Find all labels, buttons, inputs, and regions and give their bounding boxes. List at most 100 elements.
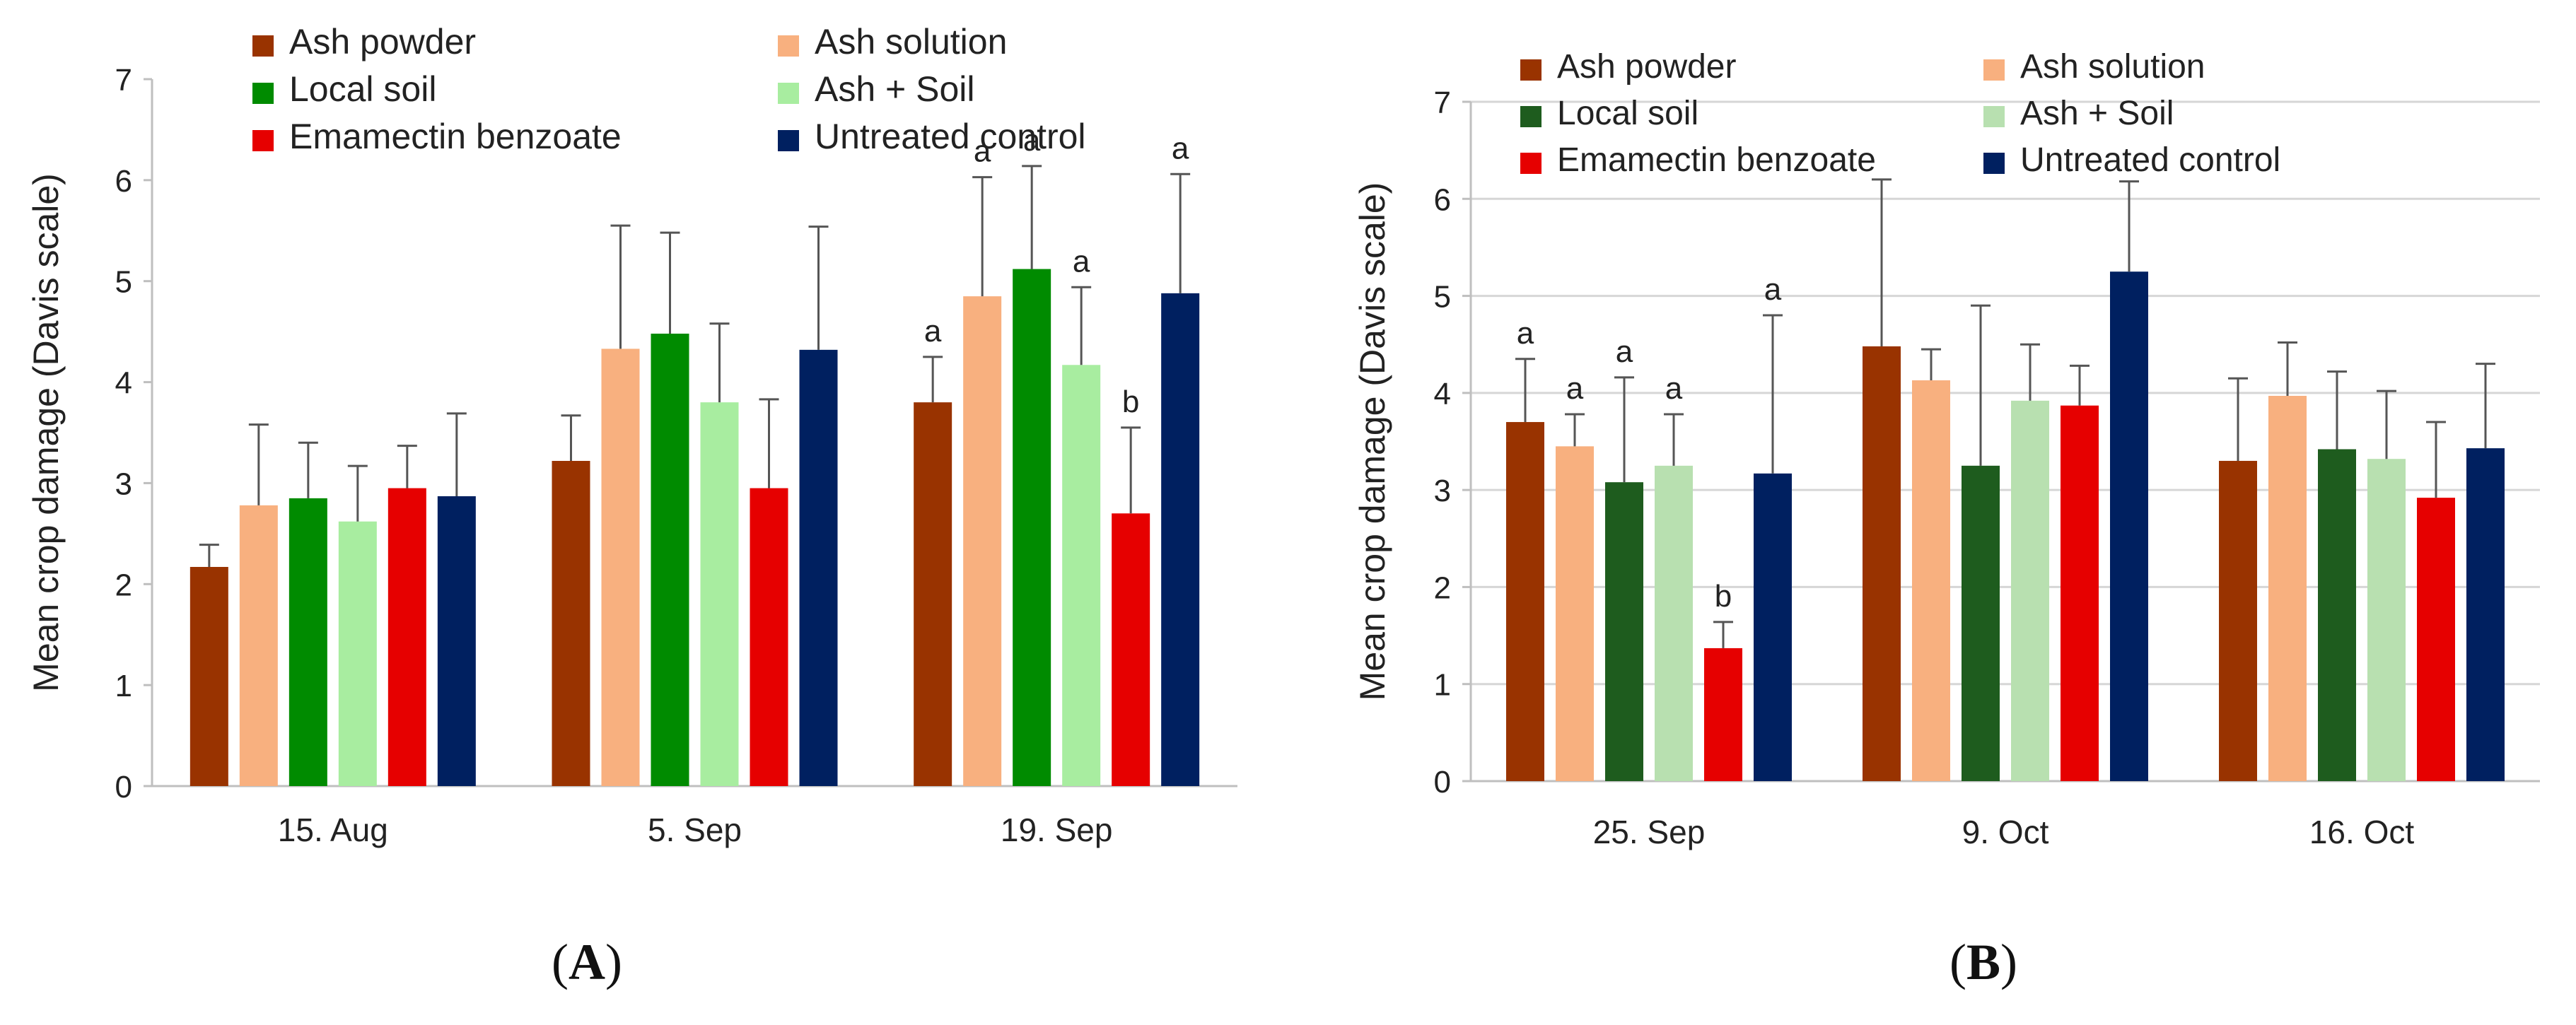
significance-letter: a: [1566, 371, 1584, 406]
bar: [2466, 448, 2505, 781]
bar: [1863, 346, 1901, 782]
y-tick-label: 0: [1434, 765, 1451, 800]
bar: [1962, 465, 2000, 781]
y-tick-label: 2: [115, 568, 132, 602]
legend-swatch: [1983, 59, 2005, 81]
bar: [963, 296, 1002, 787]
legend-swatch: [1983, 106, 2005, 127]
y-tick-label: 7: [115, 63, 132, 98]
y-tick-label: 5: [115, 265, 132, 300]
bar: [1754, 473, 1792, 781]
significance-letter: a: [974, 134, 991, 169]
y-tick-label: 4: [1434, 377, 1451, 411]
y-tick-label: 5: [1434, 280, 1451, 315]
bar: [239, 505, 278, 786]
legend-label: Emamectin benzoate: [289, 117, 622, 156]
y-tick-label: 6: [1434, 182, 1451, 217]
bar: [1112, 513, 1150, 786]
x-category-label: 15. Aug: [278, 812, 388, 848]
bar: [1655, 465, 1693, 781]
legend-label: Ash + Soil: [815, 69, 975, 109]
legend-swatch: [1520, 106, 1541, 127]
chart-panel-a: 0 1 2 3 4 5 6 7 Mean crop damage (Davis scale) 15…: [0, 0, 1273, 1025]
bar: [2061, 405, 2099, 781]
significance-letter: a: [1172, 131, 1189, 165]
bar: [1506, 422, 1544, 781]
significance-letter: a: [1665, 371, 1683, 406]
significance-letter: a: [924, 314, 942, 348]
bar: [2417, 498, 2455, 781]
y-tick-label: 3: [115, 467, 132, 501]
legend-label: Local soil: [1557, 95, 1698, 132]
bar: [2268, 395, 2307, 781]
legend-label: Ash powder: [1557, 48, 1736, 86]
y-tick-label: 1: [1434, 668, 1451, 703]
bar: [1013, 269, 1051, 787]
legend-label: Ash solution: [2020, 48, 2205, 86]
bar: [1704, 648, 1742, 781]
legend-swatch: [252, 83, 274, 104]
chart-panel-b: 0 1 2 3 4 5 6 7 Mean crop damage (Davis scale) a a…: [1273, 0, 2576, 1025]
legend-label: Ash + Soil: [2020, 95, 2174, 132]
legend-label: Ash powder: [289, 22, 476, 62]
y-tick-label: 3: [1434, 474, 1451, 508]
x-category-label: 9. Oct: [1962, 814, 2049, 850]
bar: [1605, 482, 1643, 781]
bar: [601, 348, 640, 786]
legend-swatch: [778, 83, 799, 104]
bar: [914, 402, 952, 786]
legend-swatch: [252, 130, 274, 151]
y-tick-label: 1: [115, 669, 132, 703]
y-tick-label: 0: [115, 770, 132, 804]
panel-label-a: (A): [552, 934, 622, 990]
x-category-label: 5. Sep: [648, 812, 742, 848]
x-category-label: 16. Oct: [2309, 814, 2415, 850]
y-tick-label: 4: [115, 366, 132, 401]
significance-letter: a: [1517, 316, 1534, 351]
x-category-label: 19. Sep: [1001, 812, 1113, 848]
significance-letter: a: [1073, 244, 1090, 279]
legend-label: Untreated control: [2020, 141, 2280, 179]
legend-label: Emamectin benzoate: [1557, 141, 1876, 179]
bar: [1062, 365, 1101, 786]
bar: [651, 334, 689, 786]
bar: [1556, 446, 1594, 781]
bar: [2110, 271, 2148, 781]
bar: [2011, 400, 2049, 781]
bar: [799, 349, 838, 786]
legend-swatch: [1520, 153, 1541, 174]
bar: [1161, 293, 1200, 786]
legend-label: Untreated control: [815, 117, 1086, 156]
legend-label: Ash solution: [815, 22, 1007, 62]
bar: [2318, 449, 2356, 781]
y-tick-label: 6: [115, 164, 132, 199]
significance-letter: b: [1715, 579, 1732, 614]
bar: [338, 521, 377, 786]
bar: [552, 461, 590, 786]
significance-letter: a: [1023, 123, 1041, 158]
bar: [1912, 380, 1950, 781]
significance-letter: a: [1764, 272, 1782, 307]
chart-a-svg: 0 1 2 3 4 5 6 7 Mean crop damage (Davis scale) 15…: [26, 22, 1237, 848]
panel-label-b: (B): [1950, 934, 2017, 990]
significance-letter: a: [1616, 334, 1633, 369]
bar: [437, 496, 476, 786]
bar: [2367, 459, 2406, 781]
x-category-label: 25. Sep: [1593, 814, 1706, 850]
y-tick-label: 2: [1434, 570, 1451, 605]
legend-swatch: [252, 35, 274, 57]
significance-letter: b: [1122, 385, 1139, 419]
legend-swatch: [1520, 59, 1541, 81]
y-axis-label: Mean crop damage (Davis scale): [26, 173, 66, 692]
bar: [387, 488, 426, 786]
bar: [750, 488, 788, 786]
legend-label: Local soil: [289, 69, 436, 109]
legend-swatch: [778, 35, 799, 57]
legend-swatch: [778, 130, 799, 151]
y-axis-label: Mean crop damage (Davis scale): [1353, 182, 1392, 701]
bar: [190, 567, 228, 786]
bar: [700, 402, 739, 786]
legend-swatch: [1983, 153, 2005, 174]
y-tick-label: 7: [1434, 86, 1451, 120]
